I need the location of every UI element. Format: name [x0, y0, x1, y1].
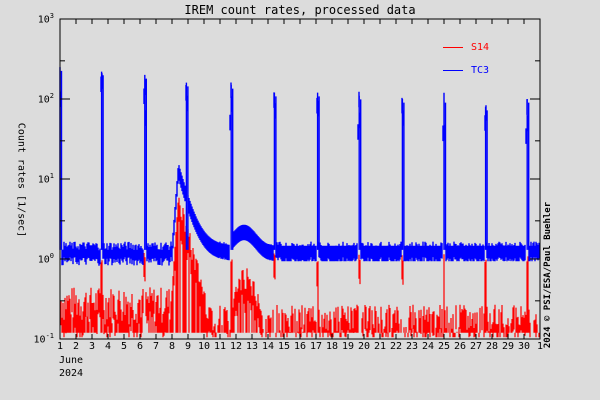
y-tick-label: 102	[37, 92, 54, 106]
x-tick-label: 10	[197, 341, 211, 352]
x-tick-label: 3	[88, 341, 96, 352]
x-tick-label: 26	[453, 341, 467, 352]
x-axis-month: June	[59, 355, 84, 366]
x-tick-label: 15	[277, 341, 291, 352]
x-tick-label: 24	[421, 341, 435, 352]
legend-label-tc3: TC3	[471, 65, 490, 76]
x-tick-label: 5	[120, 341, 128, 352]
x-tick-label: 11	[213, 341, 227, 352]
legend-swatch-tc3	[443, 70, 463, 71]
y-tick-label: 103	[37, 12, 54, 26]
x-tick-label: 21	[373, 341, 387, 352]
legend-swatch-s14	[443, 47, 463, 48]
x-tick-label: 9	[184, 341, 192, 352]
legend-item-tc3: TC3	[443, 65, 489, 76]
chart-title: IREM count rates, processed data	[184, 3, 416, 17]
x-tick-label: 8	[168, 341, 176, 352]
x-tick-label: 25	[437, 341, 451, 352]
x-axis-year: 2024	[59, 368, 84, 379]
legend-item-s14: S14	[443, 42, 489, 53]
x-tick-label: 6	[136, 341, 144, 352]
x-tick-label: 30	[517, 341, 531, 352]
copyright-credit: 2024 © PSI/ESA/Paul Buehler	[543, 201, 553, 349]
x-tick-label: 4	[104, 341, 112, 352]
y-tick-label: 10-1	[33, 332, 54, 346]
x-tick-label: 1	[536, 341, 544, 352]
x-tick-label: 23	[405, 341, 419, 352]
x-tick-label: 19	[341, 341, 355, 352]
x-tick-label: 13	[245, 341, 259, 352]
x-tick-label: 18	[325, 341, 339, 352]
y-tick-label: 100	[37, 252, 54, 266]
x-tick-label: 1	[56, 341, 64, 352]
x-tick-label: 27	[469, 341, 483, 352]
x-tick-label: 17	[309, 341, 323, 352]
x-tick-label: 22	[389, 341, 403, 352]
x-tick-label: 20	[357, 341, 371, 352]
x-tick-label: 16	[293, 341, 307, 352]
x-tick-label: 14	[261, 341, 275, 352]
x-tick-label: 2	[72, 341, 80, 352]
legend-label-s14: S14	[471, 42, 490, 53]
x-tick-label: 29	[501, 341, 515, 352]
x-tick-label: 7	[152, 341, 160, 352]
x-tick-label: 28	[485, 341, 499, 352]
y-tick-label: 101	[37, 172, 54, 186]
x-tick-label: 12	[229, 341, 243, 352]
